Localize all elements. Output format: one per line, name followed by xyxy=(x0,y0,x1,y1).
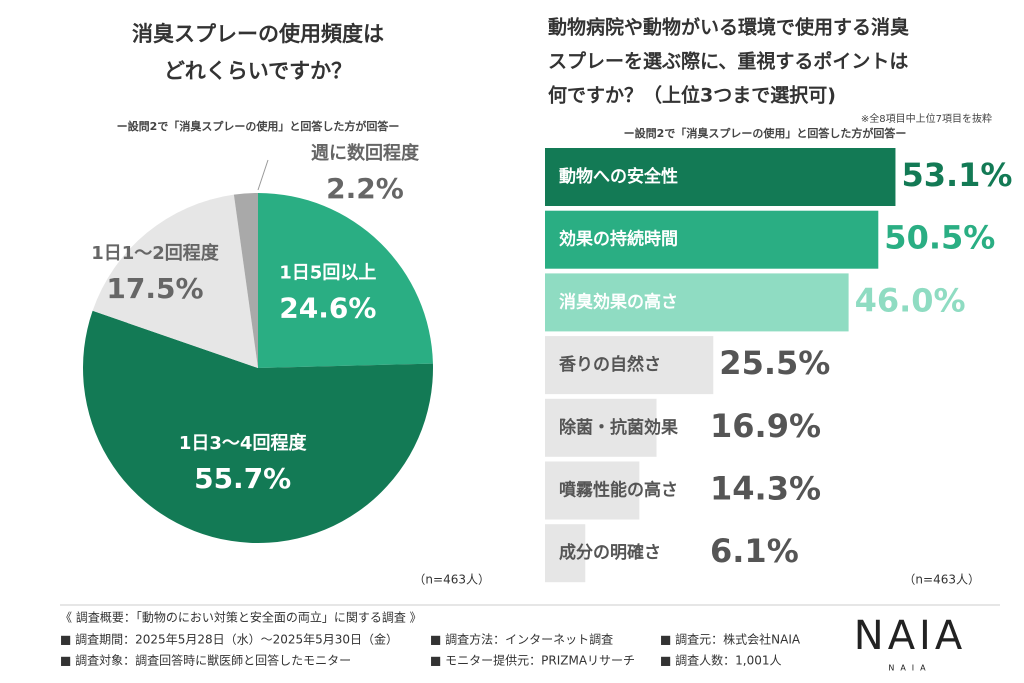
bar-label: 効果の持続時間 xyxy=(559,229,678,250)
value-label: 50.5% xyxy=(884,219,995,257)
chart-title: スプレーを選ぶ際に、重視するポイントは xyxy=(548,50,908,73)
slice-label: 週に数回程度 xyxy=(311,142,420,164)
note: （n=463人） xyxy=(413,573,490,587)
survey-item: ■ 調査方法：インターネット調査 xyxy=(430,632,613,647)
survey-item: ■ モニター提供元：PRIZMAリサーチ xyxy=(430,653,635,668)
chart-title: 何ですか？（上位3つまで選択可) xyxy=(548,84,836,107)
survey-item: ■ 調査対象：調査回答時に獣医師と回答したモニター xyxy=(60,653,351,668)
bar xyxy=(545,148,896,206)
slice-label: 1日1〜2回程度 xyxy=(91,242,220,264)
survey-item: ■ 調査人数：1,001人 xyxy=(660,653,782,668)
survey-item: ■ 調査元：株式会社NAIA xyxy=(660,632,801,647)
value-label: 53.1% xyxy=(901,156,1012,194)
slice-value: 55.7% xyxy=(194,462,291,495)
bar xyxy=(545,524,586,583)
leader-line xyxy=(257,159,269,191)
bar-label: 噴霧性能の高さ xyxy=(559,480,678,501)
bar-label: 除菌・抗菌効果 xyxy=(559,417,678,438)
chart-subtitle: ー設問2で「消臭スプレーの使用」と回答した方が回答ー xyxy=(624,126,907,140)
bar xyxy=(545,461,640,520)
bar-label: 香りの自然さ xyxy=(559,354,661,375)
chart-subtitle: ー設問2で「消臭スプレーの使用」と回答した方が回答ー xyxy=(117,119,400,133)
chart-title: 動物病院や動物がいる環境で使用する消臭 xyxy=(548,16,909,39)
slice-label: 1日5回以上 xyxy=(279,262,376,283)
chart-title: どれくらいですか？ xyxy=(164,59,352,83)
logo: NAIA xyxy=(854,613,966,659)
survey-title: 《 調査概要：「動物のにおい対策と安全面の両立」に関する調査 》 xyxy=(60,610,422,625)
slice-value: 17.5% xyxy=(106,272,203,305)
bar-label: 動物への安全性 xyxy=(559,166,678,187)
value-label: 6.1% xyxy=(710,532,799,570)
note: （n=463人） xyxy=(903,573,980,587)
value-label: 16.9% xyxy=(710,407,821,445)
value-label: 25.5% xyxy=(719,344,830,382)
pie-slice xyxy=(82,310,433,543)
chart-title: 消臭スプレーの使用頻度は xyxy=(132,22,384,46)
logo-small: NAIA xyxy=(888,664,931,673)
slice-value: 24.6% xyxy=(279,291,376,324)
pie-slice xyxy=(233,193,258,368)
survey-item: ■ 調査期間：2025年5月28日（水）〜2025年5月30日（金） xyxy=(60,632,398,647)
bar xyxy=(545,273,849,332)
pie-slice xyxy=(258,193,433,368)
value-label: 46.0% xyxy=(855,281,966,319)
value-label: 14.3% xyxy=(710,470,821,508)
bar-label: 成分の明確さ xyxy=(559,542,661,563)
annotation: ※全8項目中上位7項目を抜粋 xyxy=(861,112,992,125)
pie-slice xyxy=(92,194,259,368)
bar xyxy=(545,336,714,395)
bar xyxy=(545,210,879,269)
bar-label: 消臭効果の高さ xyxy=(559,291,678,312)
slice-label: 1日3〜4回程度 xyxy=(179,432,308,454)
slice-value: 2.2% xyxy=(326,172,404,205)
bar xyxy=(545,398,657,457)
